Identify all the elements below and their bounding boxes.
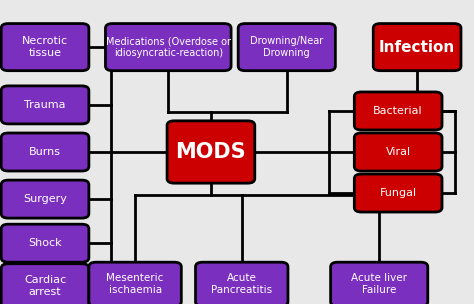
FancyBboxPatch shape (373, 24, 461, 71)
FancyBboxPatch shape (1, 180, 89, 218)
Text: Medications (Overdose or
idiosyncratic-reaction): Medications (Overdose or idiosyncratic-r… (106, 36, 231, 58)
FancyBboxPatch shape (1, 264, 89, 304)
FancyBboxPatch shape (195, 262, 288, 304)
FancyBboxPatch shape (167, 121, 255, 183)
FancyBboxPatch shape (331, 262, 428, 304)
FancyBboxPatch shape (354, 133, 442, 171)
Text: Drowning/Near
Drowning: Drowning/Near Drowning (250, 36, 323, 58)
Text: Shock: Shock (28, 238, 62, 248)
FancyBboxPatch shape (1, 133, 89, 171)
Text: Surgery: Surgery (23, 194, 67, 204)
FancyBboxPatch shape (354, 174, 442, 212)
Text: Burns: Burns (29, 147, 61, 157)
Text: Acute
Pancreatitis: Acute Pancreatitis (211, 273, 272, 295)
Text: Viral: Viral (385, 147, 411, 157)
Text: Trauma: Trauma (24, 100, 66, 110)
Text: Infection: Infection (379, 40, 455, 55)
FancyBboxPatch shape (1, 86, 89, 124)
Text: Necrotic
tissue: Necrotic tissue (22, 36, 68, 58)
Text: Bacterial: Bacterial (374, 106, 423, 116)
FancyBboxPatch shape (1, 224, 89, 262)
Text: Mesenteric
ischaemia: Mesenteric ischaemia (106, 273, 164, 295)
Text: Fungal: Fungal (380, 188, 417, 198)
FancyBboxPatch shape (105, 24, 231, 71)
FancyBboxPatch shape (354, 92, 442, 130)
Text: MODS: MODS (176, 142, 246, 162)
FancyBboxPatch shape (89, 262, 181, 304)
Text: Acute liver
Failure: Acute liver Failure (351, 273, 407, 295)
FancyBboxPatch shape (238, 24, 335, 71)
FancyBboxPatch shape (1, 24, 89, 71)
Text: Cardiac
arrest: Cardiac arrest (24, 275, 66, 297)
